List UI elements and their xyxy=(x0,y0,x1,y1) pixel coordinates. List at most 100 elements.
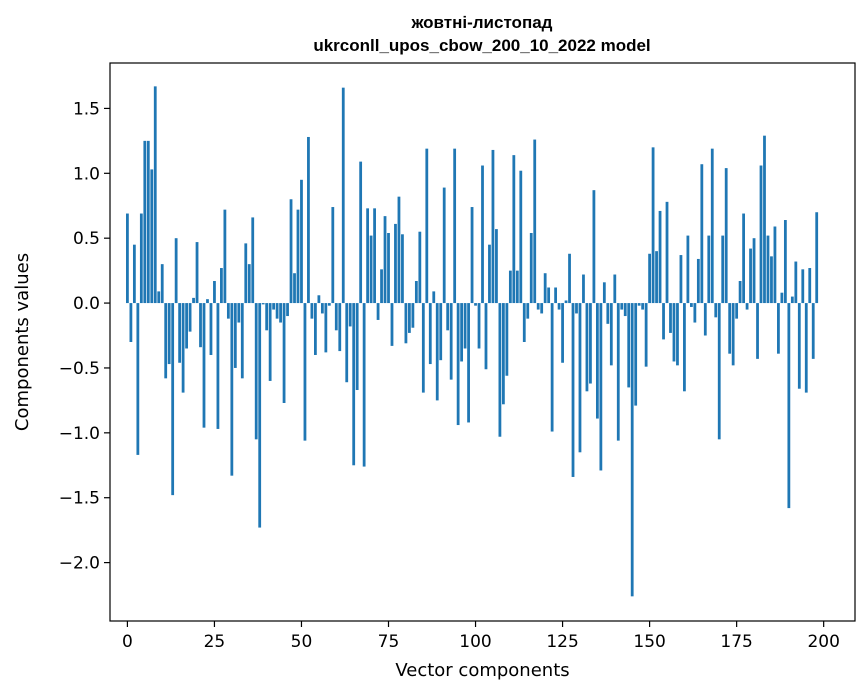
bar-11 xyxy=(164,303,168,379)
bar-160 xyxy=(683,303,686,392)
bar-69 xyxy=(366,208,370,304)
bar-131 xyxy=(582,274,585,304)
bar-97 xyxy=(463,303,467,349)
bar-123 xyxy=(554,287,557,304)
bar-175 xyxy=(735,303,739,319)
bar-57 xyxy=(324,303,328,353)
bar-118 xyxy=(536,303,540,310)
bar-32 xyxy=(237,303,241,323)
bar-147 xyxy=(637,303,641,306)
bars-group xyxy=(126,86,819,597)
bar-195 xyxy=(804,303,808,393)
bar-139 xyxy=(609,303,613,366)
bar-14 xyxy=(174,238,178,304)
bar-171 xyxy=(721,235,725,304)
bar-23 xyxy=(206,299,209,304)
bar-85 xyxy=(421,303,425,393)
bar-59 xyxy=(331,207,335,304)
bar-28 xyxy=(223,209,227,304)
bar-88 xyxy=(432,291,436,304)
bar-6 xyxy=(146,140,150,304)
bar-166 xyxy=(703,303,707,336)
bar-140 xyxy=(613,274,617,304)
bar-102 xyxy=(481,165,484,304)
bar-150 xyxy=(648,253,651,304)
bar-161 xyxy=(686,235,690,304)
bar-179 xyxy=(749,248,752,304)
bar-44 xyxy=(279,303,282,323)
bar-151 xyxy=(651,147,655,304)
bar-110 xyxy=(508,270,512,304)
bar-134 xyxy=(592,190,596,304)
bar-27 xyxy=(220,268,223,304)
bar-43 xyxy=(275,303,279,319)
bar-164 xyxy=(696,258,700,304)
bar-94 xyxy=(453,148,457,304)
y-tick-label: 0.0 xyxy=(73,294,100,314)
bar-111 xyxy=(512,155,516,304)
bar-53 xyxy=(310,303,314,319)
bar-82 xyxy=(411,303,415,328)
bar-64 xyxy=(348,303,352,327)
bar-194 xyxy=(801,269,805,304)
bar-10 xyxy=(160,264,164,304)
bar-22 xyxy=(202,303,206,428)
bar-73 xyxy=(380,269,383,304)
bar-170 xyxy=(717,303,721,440)
bar-187 xyxy=(777,303,780,354)
bar-185 xyxy=(770,256,773,304)
bar-90 xyxy=(439,303,443,361)
bar-66 xyxy=(355,303,359,391)
bar-67 xyxy=(359,161,363,304)
bar-0 xyxy=(126,213,129,304)
bar-129 xyxy=(575,303,578,314)
x-tick-label: 150 xyxy=(633,632,665,652)
bar-42 xyxy=(272,303,276,310)
bar-20 xyxy=(195,242,199,304)
bar-33 xyxy=(240,303,244,379)
bar-124 xyxy=(557,303,561,310)
bar-86 xyxy=(425,148,429,304)
bar-16 xyxy=(181,303,185,393)
bar-158 xyxy=(676,303,679,366)
bar-101 xyxy=(477,303,481,349)
bar-159 xyxy=(679,255,683,304)
bar-70 xyxy=(369,235,373,304)
bar-25 xyxy=(213,281,216,304)
bar-91 xyxy=(442,187,446,304)
bar-125 xyxy=(561,303,564,363)
bar-197 xyxy=(811,303,815,359)
bar-141 xyxy=(616,303,620,441)
bar-83 xyxy=(414,281,418,304)
bar-135 xyxy=(595,303,599,419)
bar-38 xyxy=(258,303,262,528)
bar-106 xyxy=(495,229,498,304)
bar-142 xyxy=(620,303,624,310)
bar-5 xyxy=(143,140,147,304)
bar-148 xyxy=(641,303,645,310)
chart-title-line2: ukrconll_upos_cbow_200_10_2022 model xyxy=(313,36,650,55)
bar-9 xyxy=(157,291,161,304)
bar-138 xyxy=(606,303,610,324)
bar-96 xyxy=(460,303,464,362)
bar-176 xyxy=(738,281,742,304)
bar-117 xyxy=(533,139,537,304)
bar-186 xyxy=(773,226,777,304)
bar-133 xyxy=(589,303,592,384)
bar-191 xyxy=(790,296,794,304)
bar-152 xyxy=(655,251,658,304)
bar-130 xyxy=(578,303,582,453)
bar-21 xyxy=(199,303,202,348)
bar-121 xyxy=(547,287,551,304)
bar-18 xyxy=(188,303,192,332)
bar-12 xyxy=(167,303,171,365)
bar-189 xyxy=(783,220,787,304)
bar-3 xyxy=(136,303,140,455)
bar-103 xyxy=(484,303,488,370)
bar-93 xyxy=(449,303,453,380)
bar-19 xyxy=(192,297,195,304)
bar-116 xyxy=(529,233,533,304)
bar-52 xyxy=(307,136,310,304)
bar-119 xyxy=(540,303,544,314)
y-tick-label: −2.0 xyxy=(59,554,100,574)
